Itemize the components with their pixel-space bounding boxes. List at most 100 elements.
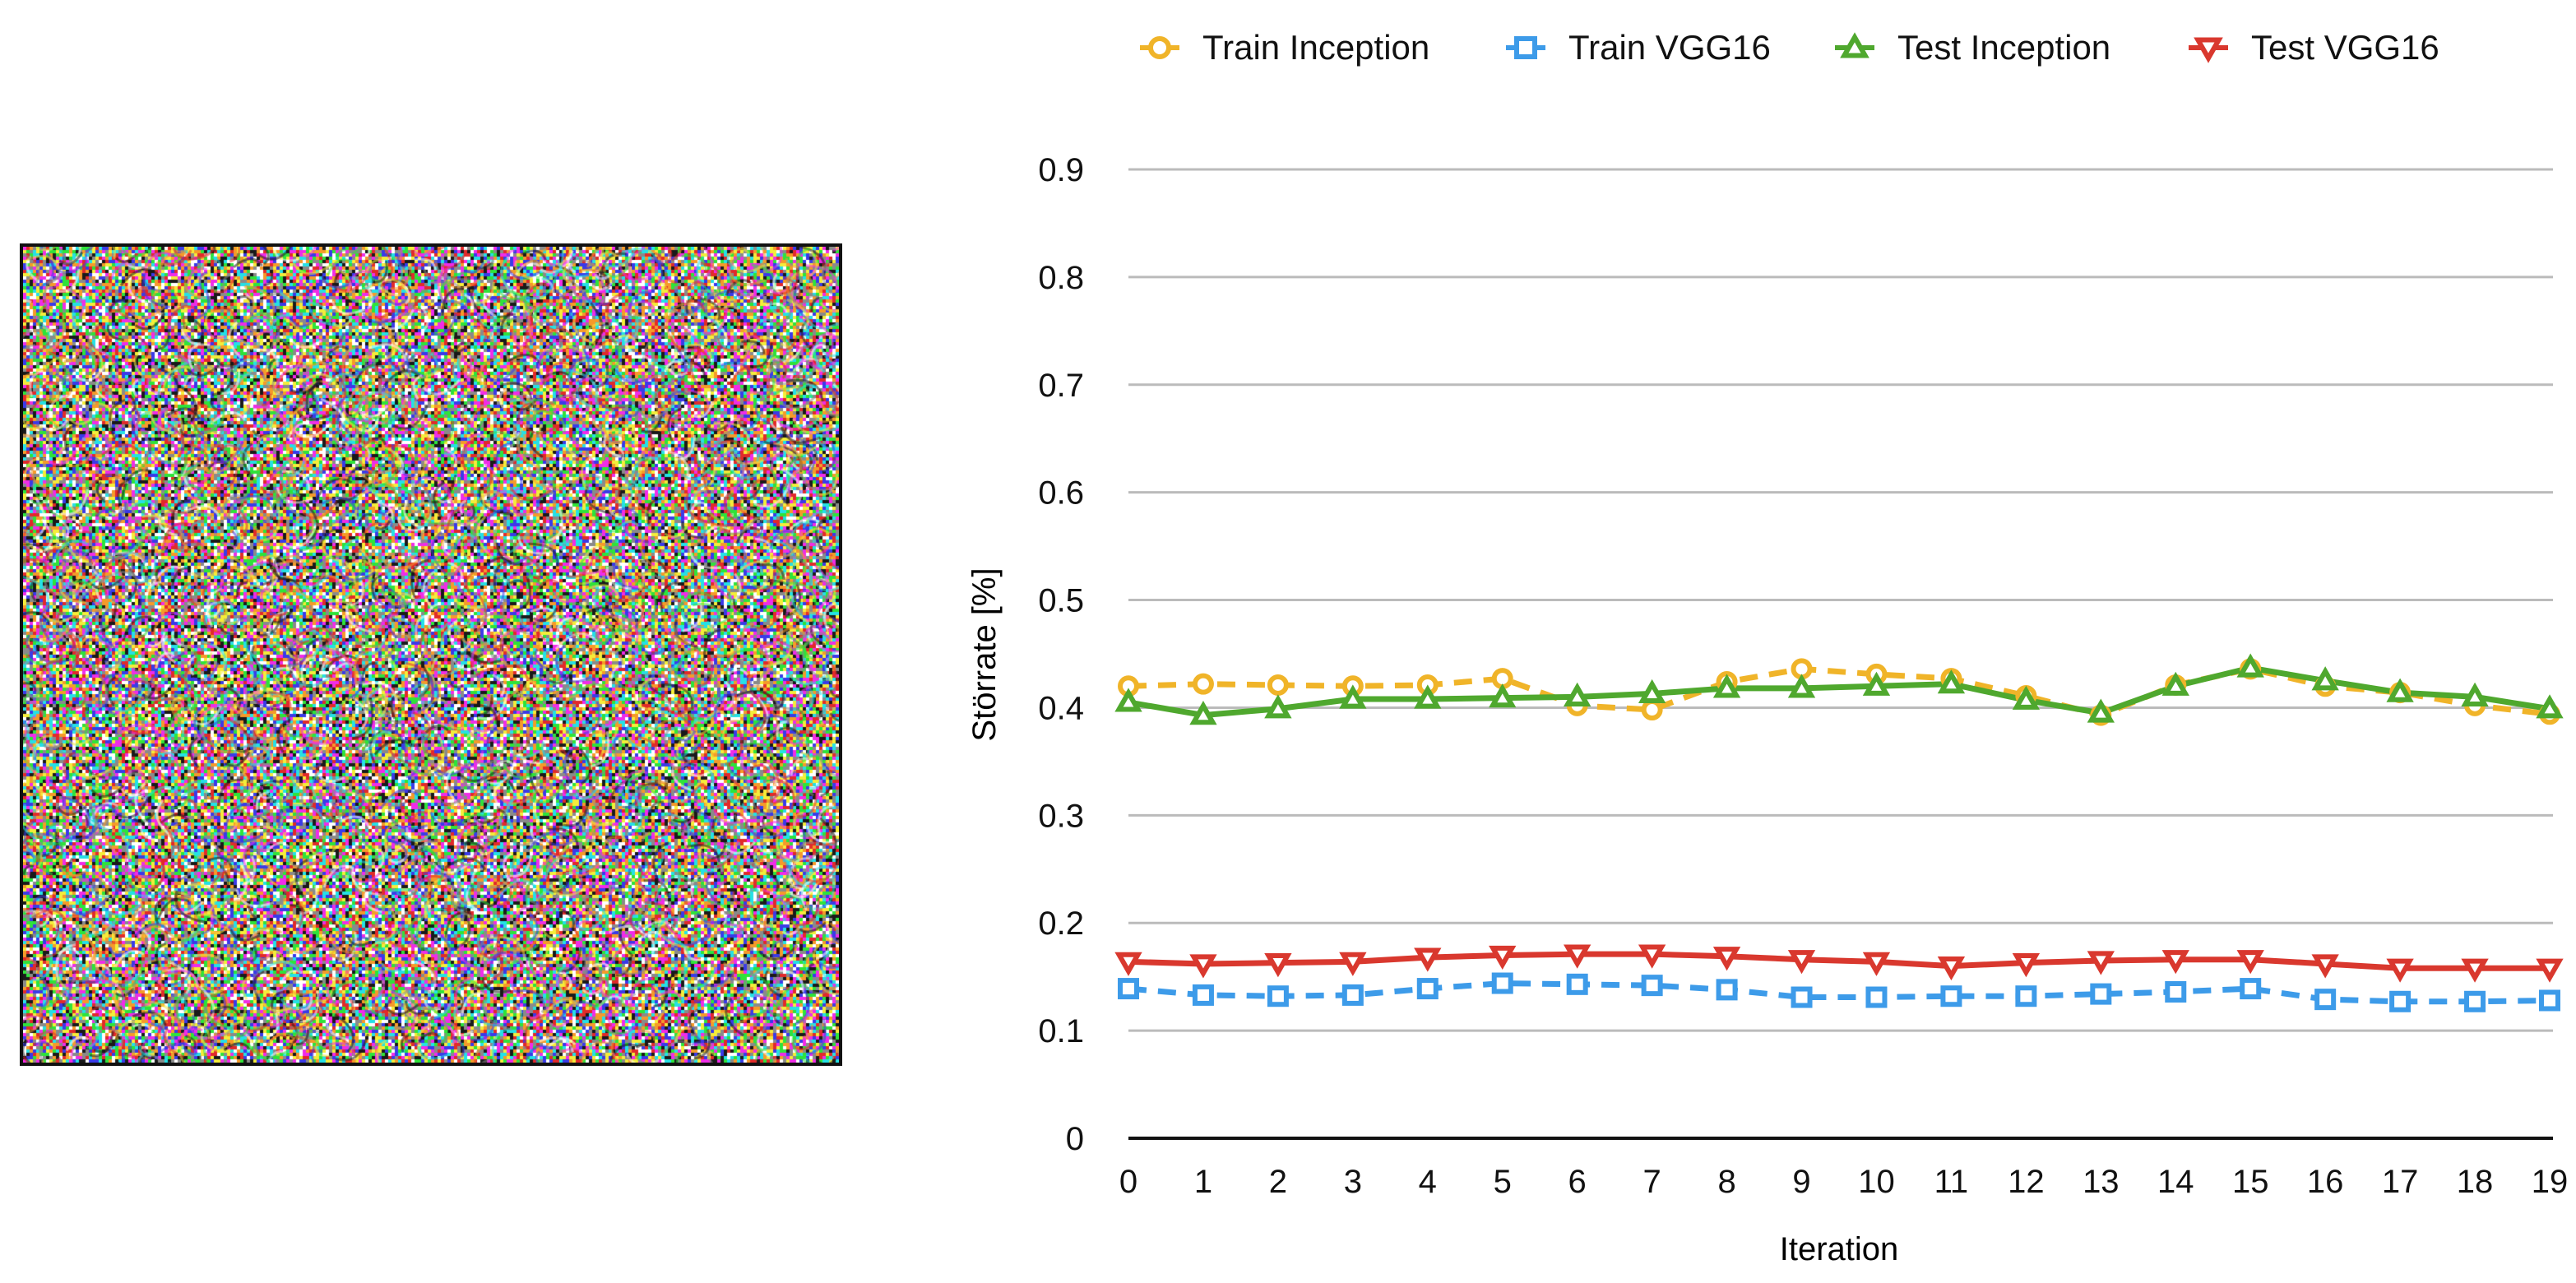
y-tick-label: 0 <box>1066 1121 1084 1157</box>
y-tick-label: 0.1 <box>1038 1013 1084 1049</box>
x-tick-label: 2 <box>1269 1164 1287 1200</box>
data-point-test-vgg16 <box>2536 958 2564 983</box>
perturbation-noise-image <box>20 243 842 1066</box>
series-points-test-inception <box>1114 653 2564 725</box>
data-point-test-vgg16 <box>2461 958 2489 983</box>
x-tick-label: 7 <box>1643 1164 1661 1200</box>
legend-item-test-vgg16: Test VGG16 <box>2189 28 2439 67</box>
data-point-test-vgg16 <box>1414 947 1442 972</box>
gridlines <box>1128 168 2553 1032</box>
y-tick-label: 0.2 <box>1038 906 1084 942</box>
legend-marker <box>1148 36 1171 59</box>
data-point-train-vgg16 <box>1641 975 1663 997</box>
x-tick-label: 16 <box>2307 1164 2344 1200</box>
data-point-train-vgg16 <box>1416 978 1439 1000</box>
legend-label: Train VGG16 <box>1568 28 1771 67</box>
y-tick-label: 0.5 <box>1038 583 1084 619</box>
data-point-test-inception <box>1638 679 1666 704</box>
data-point-train-vgg16 <box>1118 978 1139 1000</box>
data-point-train-vgg16 <box>2165 980 2187 1003</box>
data-point-test-inception <box>1937 669 1966 694</box>
series-lines <box>1128 665 2551 1005</box>
data-point-test-inception <box>1114 688 1142 712</box>
data-point-train-vgg16 <box>2539 989 2560 1012</box>
y-tick-label: 0.4 <box>1038 690 1084 726</box>
x-tick-label: 1 <box>1194 1164 1212 1200</box>
legend-item-train-vgg16: Train VGG16 <box>1506 28 1771 67</box>
data-point-test-vgg16 <box>2087 951 2115 975</box>
data-point-test-inception <box>1339 684 1367 709</box>
data-point-test-inception <box>2311 666 2339 691</box>
data-point-train-vgg16 <box>2464 990 2486 1012</box>
data-point-train-inception <box>1267 674 1289 696</box>
data-point-train-vgg16 <box>1341 984 1364 1006</box>
data-point-test-inception <box>1489 683 1517 708</box>
legend-marker <box>1840 32 1869 58</box>
data-point-train-inception <box>1641 699 1663 721</box>
noise-canvas <box>23 247 839 1063</box>
series-line-train-vgg16 <box>1128 980 2551 1005</box>
data-point-test-vgg16 <box>1862 952 1891 976</box>
data-point-test-inception <box>1862 671 1891 696</box>
data-point-test-inception <box>1264 694 1292 719</box>
data-point-test-inception <box>2536 694 2564 719</box>
data-point-test-vgg16 <box>1638 944 1666 969</box>
data-point-train-vgg16 <box>1491 972 1513 994</box>
data-point-test-inception <box>2461 682 2489 706</box>
y-axis-label: Störrate [%] <box>966 567 1003 741</box>
data-point-train-vgg16 <box>1267 985 1289 1007</box>
data-point-test-inception <box>1787 674 1816 698</box>
data-point-test-vgg16 <box>1189 954 1217 979</box>
data-point-test-vgg16 <box>2386 958 2414 983</box>
legend-label: Train Inception <box>1202 28 1429 67</box>
data-point-test-vgg16 <box>1564 944 1591 969</box>
data-point-test-vgg16 <box>2236 950 2264 975</box>
legend-label: Test Inception <box>1897 28 2110 67</box>
x-tick-label: 17 <box>2382 1164 2419 1200</box>
data-point-test-inception <box>2012 685 2041 710</box>
data-point-test-inception <box>2087 698 2115 723</box>
data-point-train-vgg16 <box>1791 986 1813 1008</box>
data-point-train-vgg16 <box>2090 983 2112 1005</box>
data-point-test-vgg16 <box>2311 954 2339 979</box>
x-tick-label: 18 <box>2457 1164 2494 1200</box>
data-point-train-vgg16 <box>1716 979 1738 1001</box>
legend: Train Inception Train VGG16 Test Inception… <box>1140 28 2439 67</box>
data-point-test-vgg16 <box>1489 945 1517 970</box>
data-point-test-inception <box>1564 682 1591 706</box>
data-point-train-vgg16 <box>2389 990 2412 1012</box>
legend-label: Test VGG16 <box>2251 28 2439 67</box>
x-tick-label: 14 <box>2157 1164 2194 1200</box>
data-point-test-inception <box>2386 678 2414 702</box>
x-tick-label: 4 <box>1419 1164 1437 1200</box>
x-axis-tick-labels: 0 1 2 3 4 5 6 7 8 9 10 11 12 13 14 15 16 17 18 19 <box>1119 1164 2568 1200</box>
x-tick-label: 10 <box>1858 1164 1895 1200</box>
series-line-test-vgg16 <box>1128 951 2550 971</box>
y-tick-label: 0.7 <box>1038 368 1084 404</box>
data-point-test-vgg16 <box>2012 953 2041 978</box>
y-tick-label: 0.6 <box>1038 475 1084 512</box>
data-point-test-vgg16 <box>2161 950 2189 975</box>
data-point-test-vgg16 <box>1937 956 1966 981</box>
data-point-train-vgg16 <box>1192 984 1214 1006</box>
y-tick-label: 0.9 <box>1038 152 1084 188</box>
x-tick-label: 8 <box>1717 1164 1735 1200</box>
legend-item-test-inception: Test Inception <box>1835 28 2110 67</box>
y-tick-label: 0.3 <box>1038 798 1084 834</box>
data-point-test-inception <box>2236 653 2264 678</box>
legend-marker <box>1514 36 1537 59</box>
y-axis-tick-labels: 0 0.1 0.2 0.3 0.4 0.5 0.6 0.7 0.8 0.9 <box>1038 152 1084 1157</box>
data-point-test-vgg16 <box>1114 952 1142 976</box>
x-tick-label: 5 <box>1494 1164 1512 1200</box>
x-tick-label: 0 <box>1119 1164 1137 1200</box>
data-point-test-vgg16 <box>1264 953 1292 978</box>
series-points-train-vgg16 <box>1118 972 2560 1012</box>
series-markers <box>1114 653 2564 1012</box>
x-tick-label: 12 <box>2008 1164 2045 1200</box>
data-point-train-vgg16 <box>2240 978 2262 1000</box>
x-tick-label: 11 <box>1934 1164 1969 1200</box>
legend-marker <box>2194 37 2223 63</box>
data-point-test-inception <box>1712 674 1741 698</box>
series-points-test-vgg16 <box>1114 944 2564 983</box>
